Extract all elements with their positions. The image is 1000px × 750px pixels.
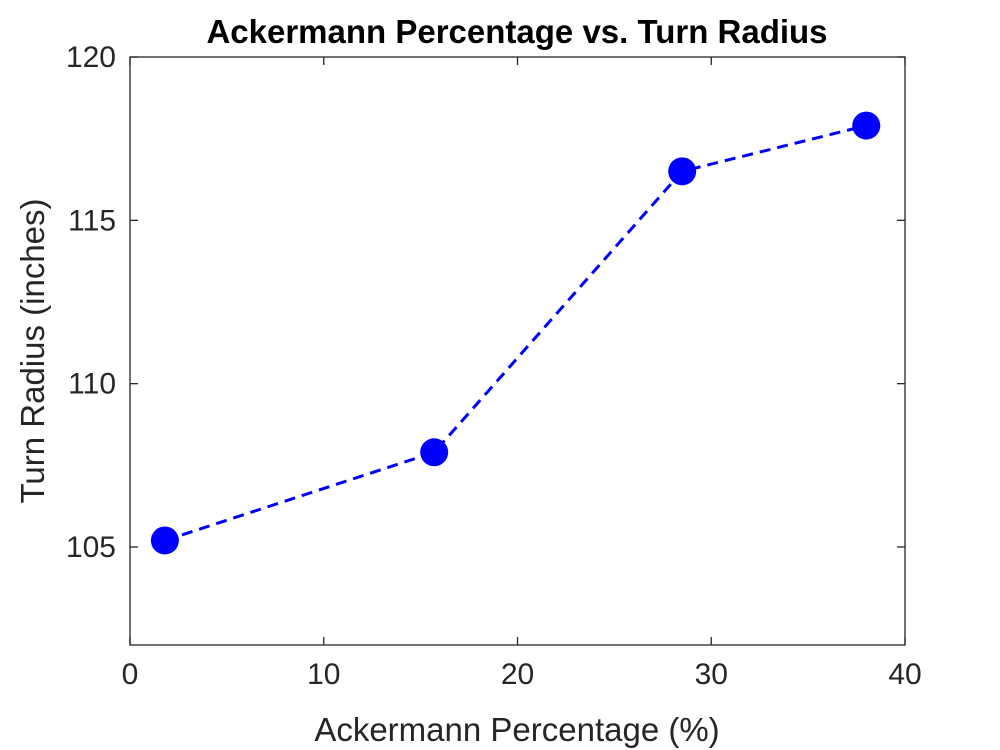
data-point [668,157,697,186]
y-tick-label: 120 [66,41,116,74]
chart-title: Ackermann Percentage vs. Turn Radius [206,13,827,50]
data-point [420,438,449,467]
ticks-layer: 0 10 20 30 40 105 110 115 120 [66,41,922,691]
series-layer [150,111,881,555]
series-line [164,124,867,542]
x-tick-label: 10 [307,658,340,691]
y-tick-label: 115 [68,204,116,237]
y-axis-label: Turn Radius (inches) [14,198,51,503]
x-tick-label: 0 [122,658,139,691]
y-tick-label: 110 [68,368,116,401]
x-tick-label: 40 [888,658,921,691]
x-tick-label: 30 [695,658,728,691]
data-point [150,526,179,555]
x-tick-label: 20 [501,658,534,691]
x-axis-label: Ackermann Percentage (%) [314,711,719,748]
data-point [852,111,881,140]
plot-frame [129,56,906,646]
y-tick-label: 105 [66,531,116,564]
